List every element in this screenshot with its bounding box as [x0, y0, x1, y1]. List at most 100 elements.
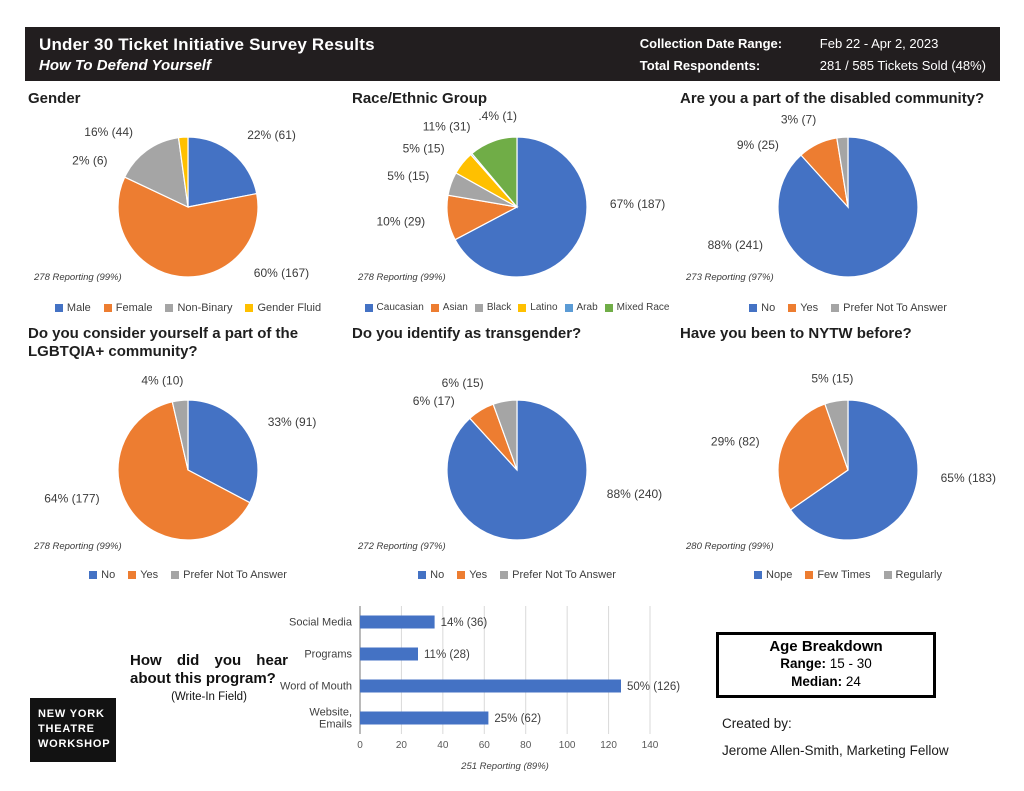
pie-slice-label: 5% (15) — [387, 169, 429, 183]
legend-item: Black — [474, 302, 511, 313]
x-tick-label: 80 — [520, 740, 532, 751]
chart-title-race: Race/Ethnic Group — [352, 90, 488, 107]
collection-date-label: Collection Date Range: — [639, 35, 783, 51]
legend-item: Few Times — [805, 569, 871, 581]
legend-item: Prefer Not To Answer — [171, 569, 287, 581]
legend-swatch — [749, 304, 758, 312]
chart-title-lgbtqia: Do you consider yourself a part of the L… — [28, 325, 299, 360]
header-bar: Under 30 Ticket Initiative Survey Result… — [25, 27, 1000, 81]
legend-item: Latino — [518, 302, 558, 313]
legend-swatch — [883, 571, 892, 579]
logo-line-1: NEW YORK — [38, 708, 105, 720]
pie-chart-disabled: 88% (241) 9% (25) 3% (7) — [680, 110, 1016, 300]
pie-svg-disabled-community: 88% (241) 9% (25)3% (7) — [708, 113, 919, 278]
legend-lgbtqia: No Yes Prefer Not To Answer — [28, 569, 348, 581]
bar — [360, 615, 435, 629]
legend-disabled: No Yes Prefer Not To Answer — [680, 302, 1016, 314]
pie-chart-nytw-before: 65% (183) 29% (82) 5% (15) — [680, 371, 1016, 563]
legend-item: No — [749, 302, 775, 314]
legend-swatch — [518, 303, 527, 312]
legend-swatch — [89, 571, 98, 579]
legend-swatch — [604, 303, 613, 312]
pie-slice-label: 5% (15) — [403, 142, 445, 156]
legend-swatch — [788, 304, 797, 312]
pie-chart-transgender: 88% (240) 6% (17) 6% (15) — [352, 373, 682, 563]
legend-swatch — [831, 304, 840, 312]
legend-swatch — [54, 304, 63, 312]
age-median-label: Median: — [791, 673, 843, 689]
legend-item: Regularly — [883, 569, 942, 581]
legend-item: Asian — [430, 302, 468, 313]
x-tick-label: 120 — [600, 740, 617, 751]
pie-slice — [171, 399, 189, 471]
header-titles: Under 30 Ticket Initiative Survey Result… — [39, 35, 375, 74]
legend-swatch — [500, 571, 509, 579]
collection-date-value: Feb 22 - Apr 2, 2023 — [819, 35, 939, 51]
pie-chart-gender: 22% (61) 60% (167) 16% (44) 2% (6) — [28, 110, 348, 300]
logo-line-3: WORKSHOP — [38, 737, 111, 750]
pie-chart-lgbtqia: 33% (91) 64% (177) 4% (10) — [28, 373, 348, 563]
legend-item: No — [89, 569, 115, 581]
pie-slice-label: 6% (15) — [442, 376, 484, 390]
chart-card-gender: Gender 22% (61) 60% (167) 16% (44) 2% (6) 2… — [28, 90, 348, 325]
logo-line-2: THEATRE — [38, 722, 95, 735]
pie-chart-race: 67% (187) 10% (29) 5% (15) 5% (15) .4% (1) 11… — [352, 109, 682, 300]
report-title: Under 30 Ticket Initiative Survey Result… — [39, 34, 375, 54]
pie-slice-label: 88% (241) — [708, 238, 763, 252]
legend-swatch — [128, 571, 137, 579]
x-tick-label: 20 — [396, 740, 408, 751]
chart-footnote-lgbtqia: 278 Reporting (99%) — [34, 541, 122, 552]
age-median-row: Median: 24 — [719, 673, 933, 691]
x-tick-label: 0 — [357, 740, 363, 751]
legend-item: Arab — [564, 302, 598, 313]
pie-slice-label: 6% (17) — [413, 394, 455, 408]
chart-footnote-nytw-before: 280 Reporting (99%) — [686, 541, 774, 552]
chart-footnote-race: 278 Reporting (99%) — [358, 272, 446, 283]
bar — [360, 679, 621, 693]
bar-category-label: Programs — [304, 649, 352, 661]
legend-swatch — [171, 571, 180, 579]
chart-title-nytw-before: Have you been to NYTW before? — [680, 325, 912, 342]
bar-chart-question: How did you hear about this program? (Wr… — [130, 652, 288, 703]
pie-slice — [187, 399, 259, 504]
pie-slice-label: 29% (82) — [711, 434, 760, 448]
pie-slice-label: 10% (29) — [376, 215, 425, 229]
pie-slice — [177, 136, 189, 208]
x-tick-label: 40 — [437, 740, 449, 751]
bar-value-label: 25% (62) — [494, 713, 541, 725]
pie-slice-label: 22% (61) — [247, 128, 296, 142]
pie-svg-lgbtqia-community: 33% (91) 64% (177) 4% (10) — [44, 374, 317, 541]
pie-slice-label: 64% (177) — [44, 492, 99, 506]
pie-slice — [492, 399, 518, 471]
legend-swatch — [364, 303, 373, 312]
pie-slice-label: 88% (240) — [607, 487, 662, 501]
pie-slice — [471, 136, 518, 209]
pie-slice — [789, 399, 919, 541]
x-tick-label: 140 — [642, 740, 659, 751]
pie-slice-label: 3% (7) — [781, 113, 816, 127]
pie-slice — [824, 399, 849, 471]
header-meta: Collection Date Range: Feb 22 - Apr 2, 2… — [640, 36, 986, 73]
chart-card-lgbtqia: Do you consider yourself a part of the L… — [28, 325, 348, 587]
legend-item: Prefer Not To Answer — [831, 302, 947, 314]
legend-item: Nope — [754, 569, 792, 581]
chart-card-race: Race/Ethnic Group 67% (187) 10% (29) 5% (1… — [352, 90, 682, 325]
credit-author: Jerome Allen-Smith, Marketing Fellow — [722, 743, 949, 758]
bar-category-label: Word of Mouth — [280, 681, 352, 693]
bar-chart-hear-about: 0 20 40 60 80 100 120 140 14% (36) Social Media 11… — [250, 600, 680, 775]
bar-category-label: Social Media — [289, 617, 353, 629]
pie-svg-gender: 22% (61) 60% (167) 16% (44) 2% (6) — [72, 125, 309, 280]
legend-swatch — [564, 303, 573, 312]
legend-item: Yes — [788, 302, 818, 314]
chart-title-gender: Gender — [28, 90, 81, 107]
age-range-value: 15 - 30 — [829, 656, 872, 671]
bar-category-label: Emails — [319, 719, 353, 731]
legend-item: Female — [103, 302, 152, 314]
credit: Created by: Jerome Allen-Smith, Marketin… — [722, 710, 949, 764]
legend-item: Prefer Not To Answer — [500, 569, 616, 581]
legend-item: No — [418, 569, 444, 581]
pie-slice-label: 11% (31) — [423, 120, 471, 134]
collection-date-row: Collection Date Range: Feb 22 - Apr 2, 2… — [640, 36, 986, 51]
pie-slice-label: 33% (91) — [268, 415, 317, 429]
